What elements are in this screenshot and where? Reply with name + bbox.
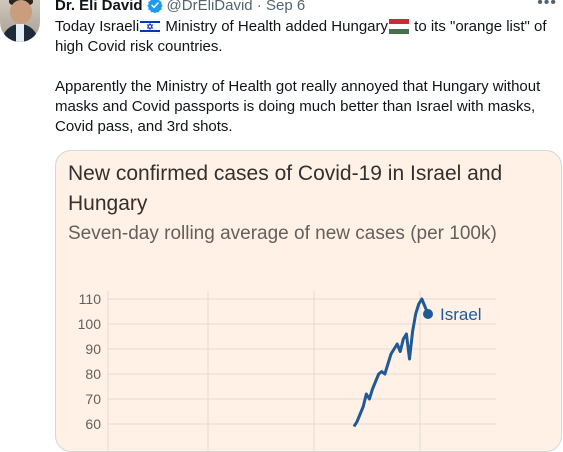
author-handle[interactable]: @DrEliDavid [166, 0, 253, 14]
avatar[interactable] [0, 0, 40, 42]
chart-title: New confirmed cases of Covid-19 in Israe… [68, 162, 503, 215]
y-tick-label: 80 [85, 366, 101, 382]
series-end-marker-israel [423, 309, 433, 319]
author-name[interactable]: Dr. Eli David [55, 0, 143, 14]
header-separator: · [256, 0, 262, 14]
series-line-israel [352, 297, 430, 428]
series-label-israel: Israel [440, 305, 482, 324]
chart-subtitle: Seven-day rolling average of new cases (… [68, 223, 497, 244]
tweet-text: Today Israeli Ministry of Health added H… [55, 17, 555, 137]
y-tick-label: 60 [85, 416, 101, 432]
y-tick-label: 110 [79, 291, 102, 307]
verified-badge-icon [146, 0, 163, 13]
y-tick-label: 70 [85, 391, 101, 407]
more-horizontal-icon[interactable]: ••• [537, 0, 557, 11]
chart-image-card[interactable]: New confirmed cases of Covid-19 in Israe… [55, 150, 562, 452]
chart-plot: 110 100 90 80 70 60 Israel [78, 291, 496, 451]
tweet-paragraph-1: Today Israeli Ministry of Health added H… [55, 18, 547, 55]
tweet-paragraph-2: Apparently the Ministry of Health got re… [55, 78, 541, 135]
hungary-flag-icon [389, 19, 409, 34]
y-tick-label: 100 [78, 316, 102, 332]
israel-flag-icon [140, 19, 161, 34]
y-tick-label: 90 [85, 341, 101, 357]
tweet-header: Dr. Eli David @DrEliDavid · Sep 6 [55, 0, 305, 15]
tweet-date[interactable]: Sep 6 [265, 0, 306, 14]
